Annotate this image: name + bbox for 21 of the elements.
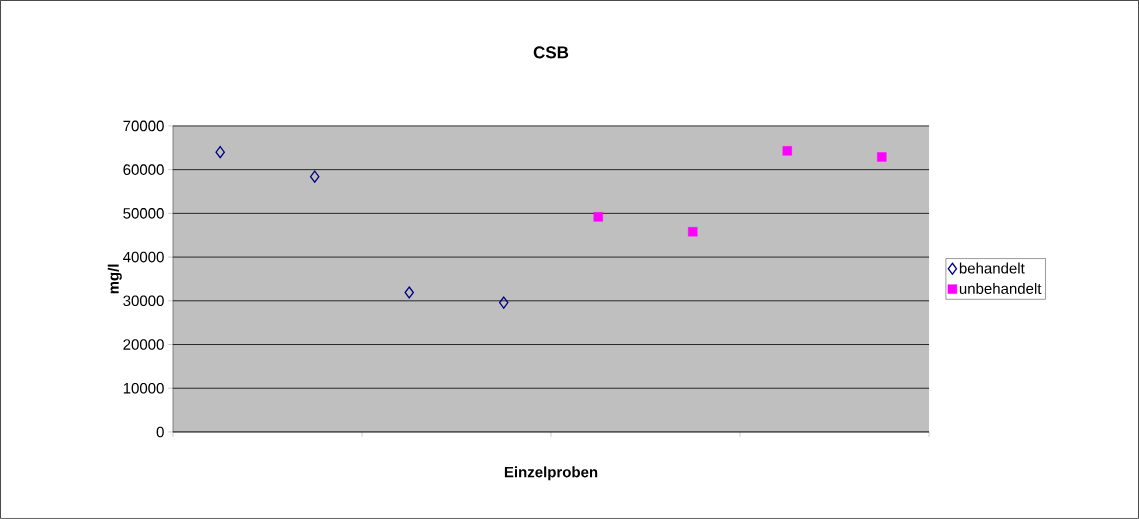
point [309, 170, 320, 183]
y-tick-label: 50000 [123, 208, 164, 219]
y-tick-label: 70000 [123, 120, 164, 132]
point [593, 212, 603, 222]
chart-title: CSB [533, 46, 569, 59]
y-tick-label: 20000 [123, 339, 164, 350]
point [877, 152, 887, 162]
point [215, 146, 225, 159]
y-tick-label: 10000 [123, 382, 164, 394]
y-tick-label: 40000 [123, 251, 164, 263]
point [404, 286, 414, 299]
x-axis-title: Einzelproben [504, 466, 598, 481]
y-tick-label: 30000 [123, 295, 164, 307]
point [782, 146, 792, 156]
y-axis-title: mg/l [107, 264, 122, 294]
legend-label: behandelt [959, 262, 1025, 274]
legend-label: unbehandelt [959, 283, 1042, 295]
y-tick-label: 60000 [123, 164, 164, 176]
point [688, 227, 698, 237]
point [498, 296, 509, 309]
y-tick-label: 0 [156, 426, 164, 438]
